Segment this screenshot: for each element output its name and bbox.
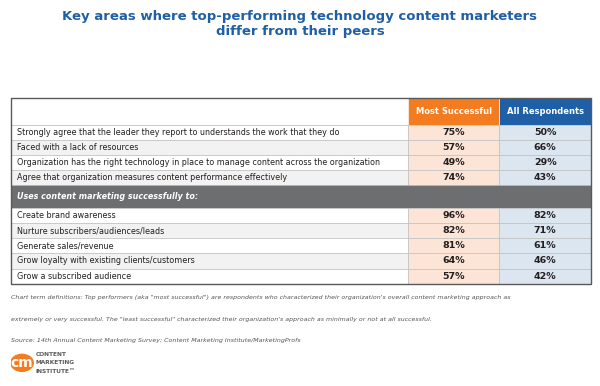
Text: Grow loyalty with existing clients/customers: Grow loyalty with existing clients/custo… [17, 256, 194, 266]
Text: 61%: 61% [534, 241, 556, 250]
Text: 49%: 49% [442, 158, 465, 167]
Text: 71%: 71% [534, 226, 556, 235]
Text: 74%: 74% [442, 173, 465, 182]
Text: Organization has the right technology in place to manage content across the orga: Organization has the right technology in… [17, 158, 380, 167]
Text: CONTENT: CONTENT [35, 352, 66, 357]
Text: 66%: 66% [534, 143, 556, 152]
Text: Source: 14th Annual Content Marketing Survey; Content Marketing Institute/Market: Source: 14th Annual Content Marketing Su… [11, 338, 301, 343]
Text: 96%: 96% [442, 211, 465, 220]
Text: 75%: 75% [443, 128, 465, 137]
Text: All Respondents: All Respondents [506, 107, 584, 116]
Text: 29%: 29% [534, 158, 556, 167]
Text: Chart term definitions: Top performers (aka "most successful") are respondents w: Chart term definitions: Top performers (… [11, 295, 510, 300]
Text: Nurture subscribers/audiences/leads: Nurture subscribers/audiences/leads [17, 226, 164, 235]
Text: 82%: 82% [534, 211, 557, 220]
Text: 81%: 81% [442, 241, 465, 250]
Text: 50%: 50% [534, 128, 556, 137]
Text: 42%: 42% [534, 272, 556, 281]
Circle shape [11, 354, 33, 371]
Text: Most Successful: Most Successful [416, 107, 492, 116]
Text: 57%: 57% [443, 143, 465, 152]
Text: MARKETING: MARKETING [35, 361, 74, 365]
Text: 82%: 82% [442, 226, 465, 235]
Text: Create brand awareness: Create brand awareness [17, 211, 115, 220]
Text: 64%: 64% [442, 256, 465, 266]
Text: Agree that organization measures content performance effectively: Agree that organization measures content… [17, 173, 287, 182]
Text: 46%: 46% [534, 256, 556, 266]
Text: Strongly agree that the leader they report to understands the work that they do: Strongly agree that the leader they repo… [17, 128, 340, 137]
Text: 43%: 43% [534, 173, 556, 182]
Text: Generate sales/revenue: Generate sales/revenue [17, 241, 113, 250]
Text: Key areas where top-performing technology content marketers: Key areas where top-performing technolog… [62, 10, 538, 23]
Text: extremely or very successful. The "least successful" characterized their organiz: extremely or very successful. The "least… [11, 317, 431, 322]
Text: differ from their peers: differ from their peers [215, 25, 385, 38]
Text: Grow a subscribed audience: Grow a subscribed audience [17, 272, 131, 281]
Text: Uses content marketing successfully to:: Uses content marketing successfully to: [17, 192, 198, 201]
Text: cm: cm [11, 356, 34, 370]
Text: Faced with a lack of resources: Faced with a lack of resources [17, 143, 138, 152]
Text: INSTITUTE™: INSTITUTE™ [35, 369, 75, 374]
Text: 57%: 57% [443, 272, 465, 281]
